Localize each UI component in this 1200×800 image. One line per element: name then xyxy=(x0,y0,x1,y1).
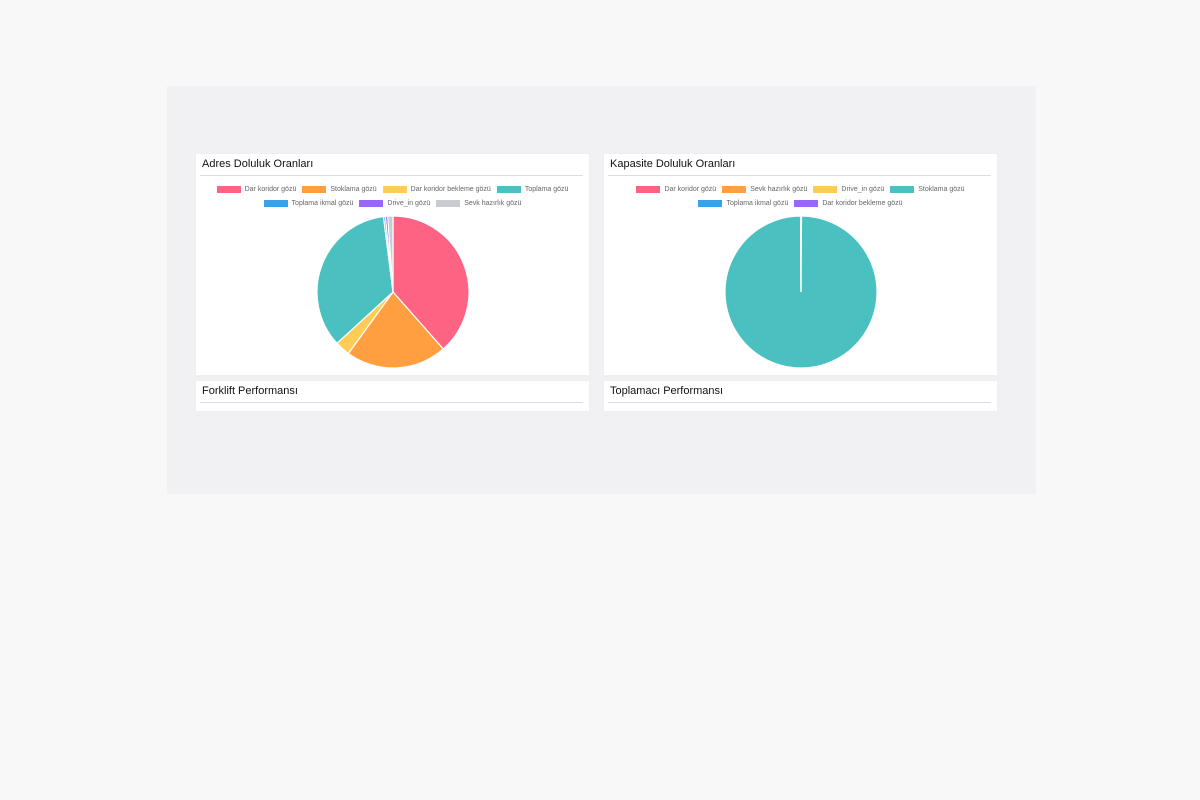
legend-item[interactable]: Stoklama gözü xyxy=(890,186,965,193)
legend-swatch xyxy=(302,186,327,193)
legend-swatch xyxy=(216,186,241,193)
legend-swatch xyxy=(496,186,521,193)
dashboard-area: Adres Doluluk Oranları Dar koridor gözü … xyxy=(167,86,1036,494)
adres-doluluk-panel: Adres Doluluk Oranları Dar koridor gözü … xyxy=(196,154,589,375)
panel-divider xyxy=(200,402,583,403)
legend-item[interactable]: Dar koridor gözü xyxy=(216,186,297,193)
legend-item[interactable]: Drive_in gözü xyxy=(359,200,430,207)
legend-swatch xyxy=(436,200,461,207)
legend-item[interactable]: Drive_in gözü xyxy=(813,186,884,193)
legend-item[interactable]: Sevk hazırlık gözü xyxy=(722,186,807,193)
legend-label: Toplama gözü xyxy=(524,186,569,193)
chart-legend-row-2: Toplama ikmal gözü Drive_in gözü Sevk ha… xyxy=(196,200,589,207)
legend-label: Stoklama gözü xyxy=(918,186,965,193)
panel-title: Adres Doluluk Oranları xyxy=(202,158,314,170)
pie-slice-toplama-gözü[interactable] xyxy=(316,215,394,345)
panel-divider xyxy=(608,175,991,176)
legend-item[interactable]: Toplama gözü xyxy=(496,186,569,193)
legend-label: Dar koridor gözü xyxy=(244,186,297,193)
legend-label: Stoklama gözü xyxy=(330,186,377,193)
legend-swatch xyxy=(794,200,819,207)
legend-label: Sevk hazırlık gözü xyxy=(464,200,522,207)
legend-swatch xyxy=(698,200,723,207)
legend-swatch xyxy=(382,186,407,193)
panel-title: Toplamacı Performansı xyxy=(610,385,724,397)
legend-label: Dar koridor bekleme gözü xyxy=(822,200,903,207)
kapasite-pie-chart xyxy=(724,215,878,369)
panel-title: Kapasite Doluluk Oranları xyxy=(610,158,736,170)
legend-swatch xyxy=(813,186,838,193)
legend-label: Drive_in gözü xyxy=(387,200,431,207)
legend-label: Sevk hazırlık gözü xyxy=(750,186,808,193)
legend-item[interactable]: Stoklama gözü xyxy=(302,186,377,193)
legend-swatch xyxy=(636,186,661,193)
pie-slice-stoklama-gözü[interactable] xyxy=(347,291,445,369)
legend-swatch xyxy=(722,186,747,193)
legend-item[interactable]: Dar koridor bekleme gözü xyxy=(382,186,491,193)
forklift-performans-panel: Forklift Performansı xyxy=(196,381,589,411)
pie-slice-dar-koridor-gözü[interactable] xyxy=(392,215,470,350)
legend-item[interactable]: Dar koridor gözü xyxy=(636,186,716,193)
chart-legend-row-2: Toplama ikmal gözü Dar koridor bekleme g… xyxy=(604,200,997,207)
legend-swatch xyxy=(263,200,288,207)
adres-pie-chart xyxy=(316,215,470,369)
legend-item[interactable]: Sevk hazırlık gözü xyxy=(436,200,521,207)
legend-label: Dar koridor gözü xyxy=(664,186,717,193)
legend-swatch xyxy=(890,186,915,193)
panel-divider xyxy=(200,175,583,176)
chart-legend-row-1: Dar koridor gözü Stoklama gözü Dar korid… xyxy=(196,186,589,193)
panel-divider xyxy=(608,402,991,403)
legend-label: Toplama ikmal gözü xyxy=(726,200,789,207)
kapasite-doluluk-panel: Kapasite Doluluk Oranları Dar koridor gö… xyxy=(604,154,997,375)
legend-swatch xyxy=(359,200,384,207)
legend-label: Drive_in gözü xyxy=(841,186,885,193)
legend-item[interactable]: Dar koridor bekleme gözü xyxy=(794,200,903,207)
legend-item[interactable]: Toplama ikmal gözü xyxy=(263,200,354,207)
chart-legend-row-1: Dar koridor gözü Sevk hazırlık gözü Driv… xyxy=(604,186,997,193)
legend-item[interactable]: Toplama ikmal gözü xyxy=(698,200,788,207)
panel-title: Forklift Performansı xyxy=(202,385,298,397)
legend-label: Dar koridor bekleme gözü xyxy=(410,186,491,193)
legend-label: Toplama ikmal gözü xyxy=(291,200,354,207)
pie-slice-sevk-hazırlık-gözü[interactable] xyxy=(387,215,394,293)
toplamaci-performans-panel: Toplamacı Performansı xyxy=(604,381,997,411)
